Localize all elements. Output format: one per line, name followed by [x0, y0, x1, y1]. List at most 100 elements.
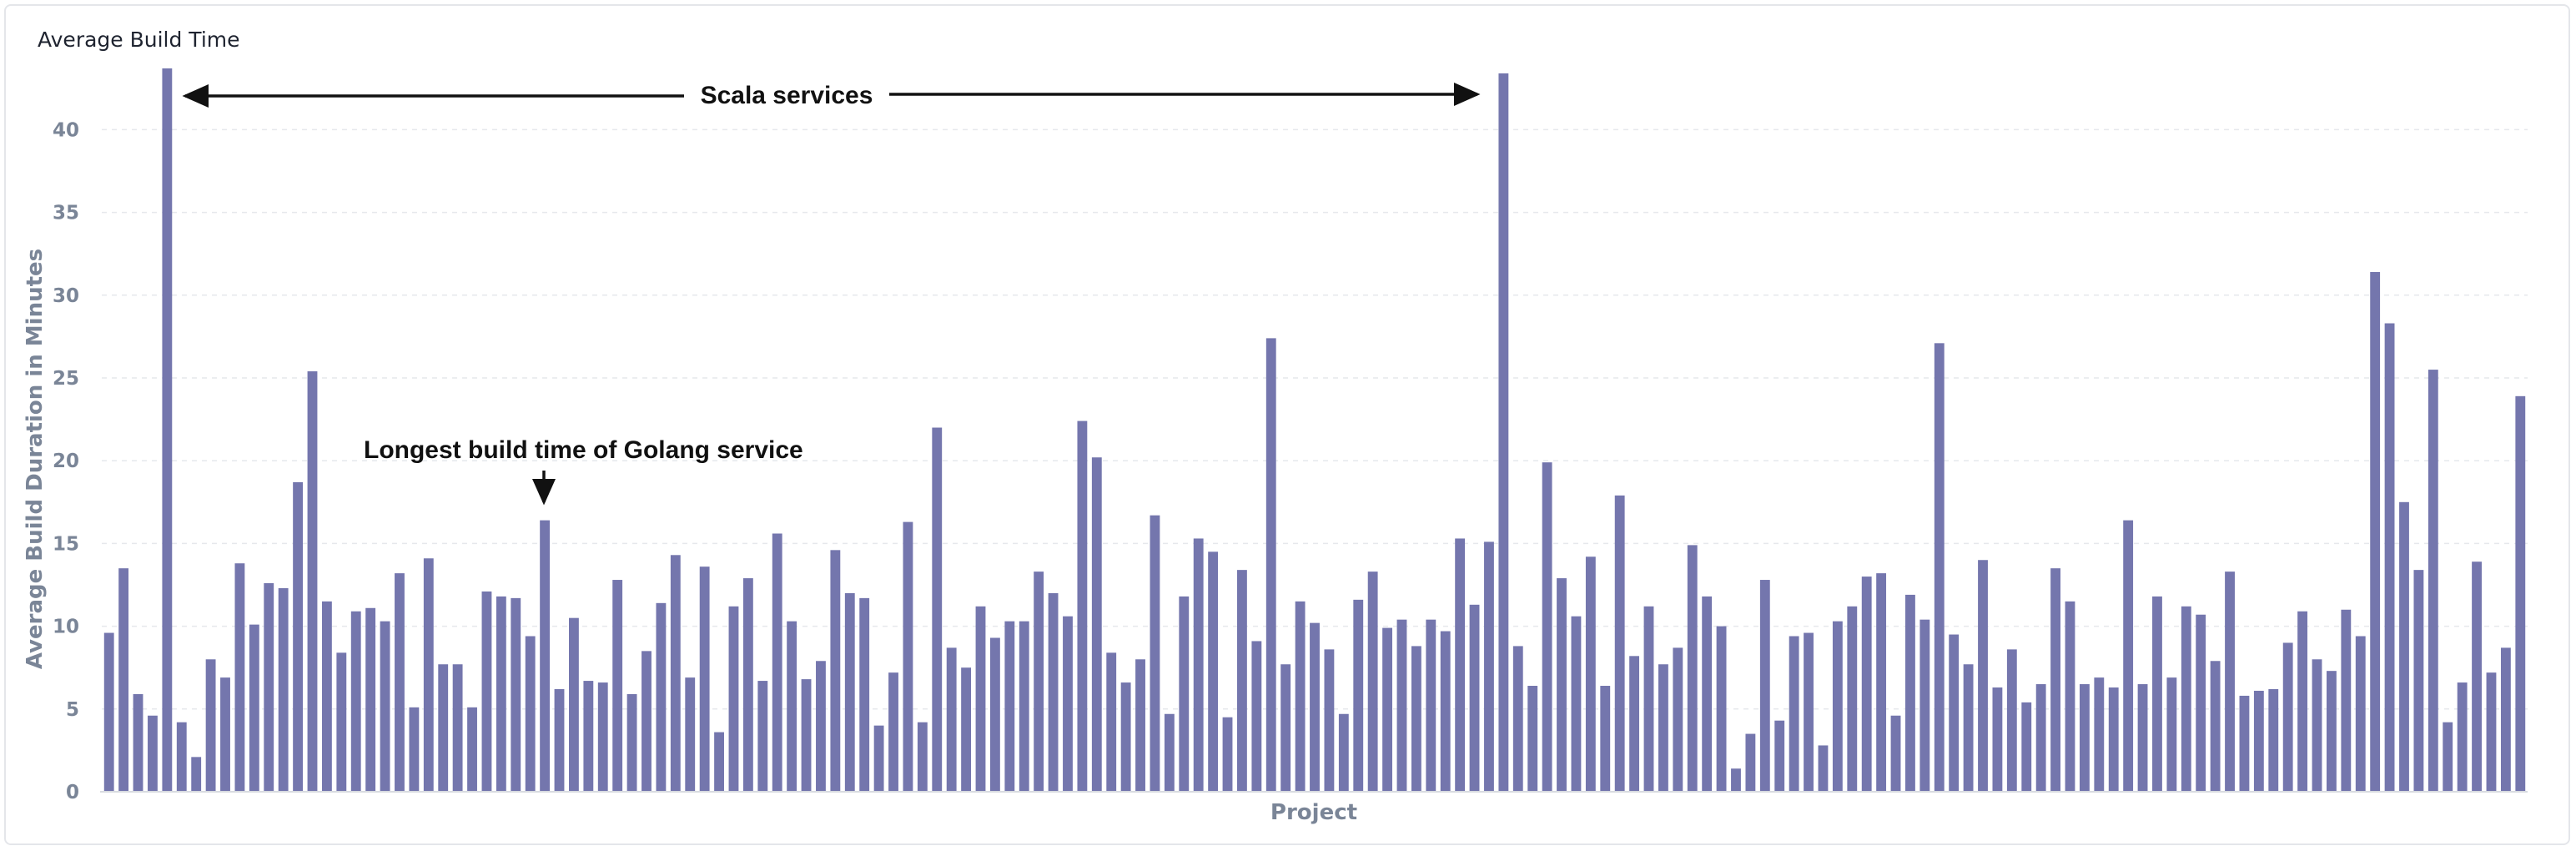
bar[interactable] — [932, 427, 943, 792]
bar[interactable] — [1426, 619, 1436, 792]
bar[interactable] — [438, 664, 449, 792]
bar[interactable] — [554, 688, 565, 792]
bar[interactable] — [511, 597, 521, 792]
bar[interactable] — [2384, 323, 2395, 792]
bar[interactable] — [1687, 545, 1698, 792]
bar[interactable] — [525, 636, 536, 793]
bar[interactable] — [380, 621, 390, 792]
bar[interactable] — [103, 632, 114, 792]
bar[interactable] — [1034, 572, 1044, 792]
bar[interactable] — [2486, 672, 2497, 792]
bar[interactable] — [2370, 272, 2381, 792]
bar[interactable] — [2035, 684, 2046, 792]
bar[interactable] — [801, 679, 812, 792]
bar[interactable] — [1542, 462, 1552, 792]
bar[interactable] — [2152, 596, 2162, 792]
bar[interactable] — [1222, 717, 1233, 792]
bar[interactable] — [350, 611, 361, 792]
bar[interactable] — [844, 592, 855, 792]
bar[interactable] — [1861, 577, 1872, 792]
bar[interactable] — [2094, 677, 2105, 792]
bar[interactable] — [2196, 614, 2206, 792]
bar[interactable] — [1527, 686, 1538, 792]
bar[interactable] — [1063, 616, 1073, 792]
bar[interactable] — [1978, 560, 1988, 792]
bar[interactable] — [1324, 649, 1335, 792]
bar[interactable] — [1004, 621, 1015, 792]
bar[interactable] — [220, 677, 230, 792]
bar[interactable] — [742, 578, 753, 792]
bar[interactable] — [1789, 636, 1799, 793]
bar[interactable] — [1643, 606, 1654, 792]
bar[interactable] — [1585, 556, 1596, 792]
bar[interactable] — [816, 661, 826, 792]
bar[interactable] — [1498, 73, 1509, 792]
bar[interactable] — [1629, 656, 1640, 792]
bar[interactable] — [2253, 690, 2264, 792]
bar[interactable] — [1120, 682, 1131, 792]
bar[interactable] — [1251, 641, 1262, 792]
bar[interactable] — [626, 693, 637, 792]
bar[interactable] — [1949, 634, 1960, 792]
bar[interactable] — [1310, 622, 1320, 792]
bar[interactable] — [1745, 733, 1756, 792]
bar[interactable] — [1759, 580, 1770, 792]
bar[interactable] — [1106, 652, 1117, 792]
bar[interactable] — [1280, 664, 1291, 792]
bar[interactable] — [191, 757, 202, 792]
bar[interactable] — [1600, 686, 1611, 792]
bar[interactable] — [1237, 570, 1247, 792]
bar[interactable] — [2413, 570, 2424, 792]
bar[interactable] — [2166, 677, 2177, 792]
bar[interactable] — [1048, 592, 1059, 792]
bar[interactable] — [989, 637, 1000, 792]
bar[interactable] — [1469, 604, 1480, 792]
bar[interactable] — [293, 481, 303, 792]
bar[interactable] — [1484, 541, 1494, 792]
bar[interactable] — [2472, 561, 2482, 792]
bar[interactable] — [1193, 538, 1204, 792]
bar[interactable] — [133, 693, 143, 792]
bar[interactable] — [1731, 768, 1741, 792]
bar[interactable] — [1905, 594, 1915, 792]
bar[interactable] — [118, 568, 129, 792]
bar[interactable] — [1716, 626, 1727, 792]
bar[interactable] — [336, 652, 347, 792]
bar[interactable] — [249, 624, 259, 792]
bar[interactable] — [699, 566, 710, 792]
bar[interactable] — [2297, 611, 2308, 792]
bar[interactable] — [1208, 551, 1219, 792]
bar[interactable] — [757, 681, 768, 792]
bar[interactable] — [859, 597, 870, 792]
bar[interactable] — [423, 558, 434, 792]
bar[interactable] — [641, 651, 652, 792]
bar[interactable] — [1512, 646, 1523, 792]
bar[interactable] — [583, 681, 594, 792]
bar[interactable] — [1440, 631, 1451, 792]
bar[interactable] — [540, 520, 551, 792]
bar[interactable] — [2108, 687, 2119, 792]
bar[interactable] — [1992, 687, 2003, 792]
bar[interactable] — [1019, 621, 1029, 792]
bar[interactable] — [2341, 609, 2352, 792]
bar[interactable] — [1818, 745, 1829, 792]
bar[interactable] — [2268, 688, 2279, 792]
bar[interactable] — [917, 722, 928, 792]
bar[interactable] — [2500, 647, 2511, 792]
bar[interactable] — [873, 725, 884, 792]
bar[interactable] — [496, 596, 506, 792]
bar[interactable] — [481, 591, 492, 792]
bar[interactable] — [612, 580, 623, 792]
bar[interactable] — [2021, 702, 2032, 792]
bar[interactable] — [205, 659, 216, 792]
bar[interactable] — [961, 667, 971, 792]
bar[interactable] — [1455, 538, 1466, 792]
bar[interactable] — [1876, 573, 1887, 792]
bar[interactable] — [2239, 695, 2250, 792]
bar[interactable] — [321, 601, 332, 792]
bar[interactable] — [2210, 661, 2221, 792]
bar[interactable] — [2355, 636, 2366, 793]
bar[interactable] — [1367, 572, 1378, 792]
bar[interactable] — [1353, 599, 1364, 792]
bar[interactable] — [2399, 501, 2409, 792]
